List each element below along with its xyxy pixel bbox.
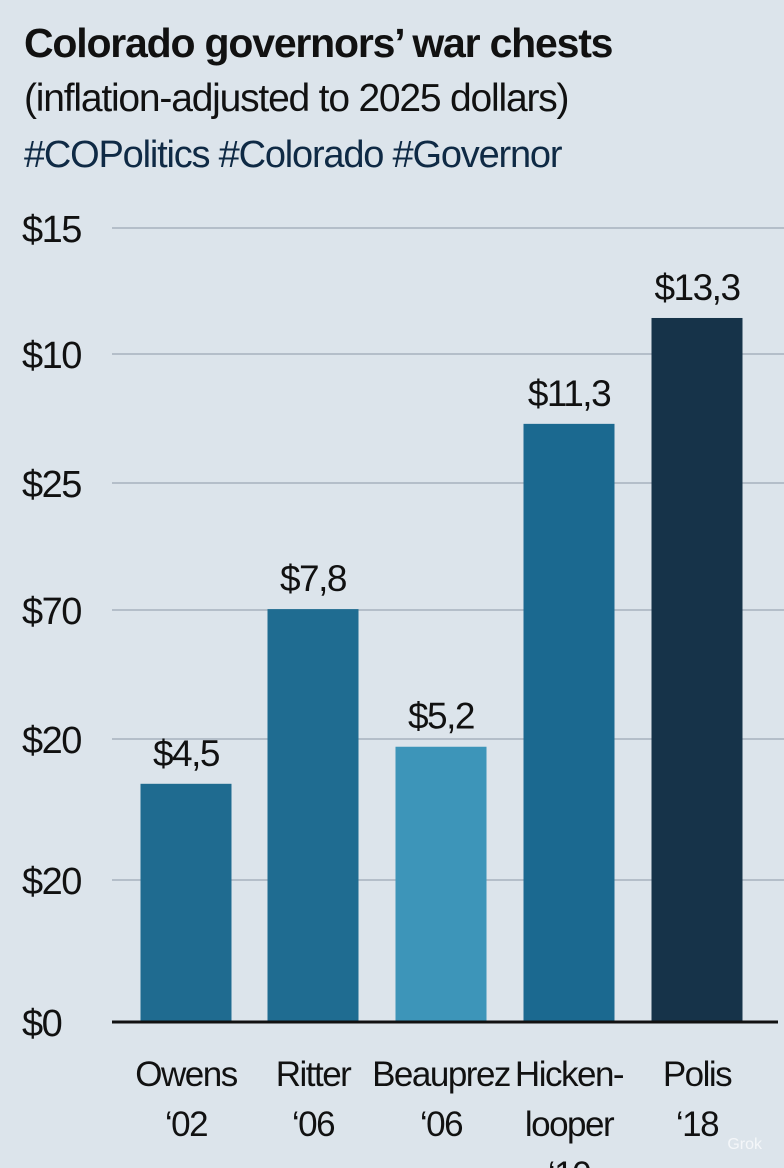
x-tick-label: Hicken- (515, 1055, 624, 1094)
bar (267, 609, 359, 1022)
value-label: $4,5 (153, 733, 220, 774)
x-tick-label: Polis (663, 1055, 732, 1094)
bar (651, 317, 743, 1022)
x-tick-label: ‘10 (548, 1155, 591, 1168)
chart-title: Colorado governors’ war chests (24, 20, 613, 66)
y-tick-label: $15 (22, 209, 81, 251)
x-tick-label: Owens (135, 1055, 237, 1094)
value-label: $7,8 (280, 558, 346, 599)
value-label: $11,3 (528, 373, 610, 414)
x-tick-label: ‘06 (292, 1105, 334, 1144)
y-tick-label: $0 (22, 1003, 62, 1045)
y-tick-label: $10 (22, 335, 81, 377)
x-tick-label: ‘18 (676, 1105, 718, 1144)
bar (140, 783, 232, 1022)
value-label: $5,2 (408, 696, 474, 737)
x-tick-label: Ritter (276, 1055, 352, 1094)
x-tick-label: ‘06 (420, 1105, 462, 1144)
y-tick-label: $20 (22, 720, 81, 762)
y-tick-label: $70 (22, 591, 81, 633)
chart-subtitle: (inflation-adjusted to 2025 dollars) (24, 77, 570, 120)
chart-hashtags: #COPolitics #Colorado #Governor (24, 134, 562, 176)
x-tick-label: ‘02 (165, 1105, 207, 1144)
bar (523, 423, 615, 1022)
value-label: $13,3 (654, 267, 739, 308)
watermark-logo: Grok (727, 1136, 762, 1153)
bar (395, 746, 487, 1022)
x-tick-label: looper (525, 1105, 615, 1144)
y-tick-label: $25 (22, 464, 81, 506)
x-tick-label: Beauprez (372, 1055, 510, 1094)
y-tick-label: $20 (22, 861, 81, 903)
